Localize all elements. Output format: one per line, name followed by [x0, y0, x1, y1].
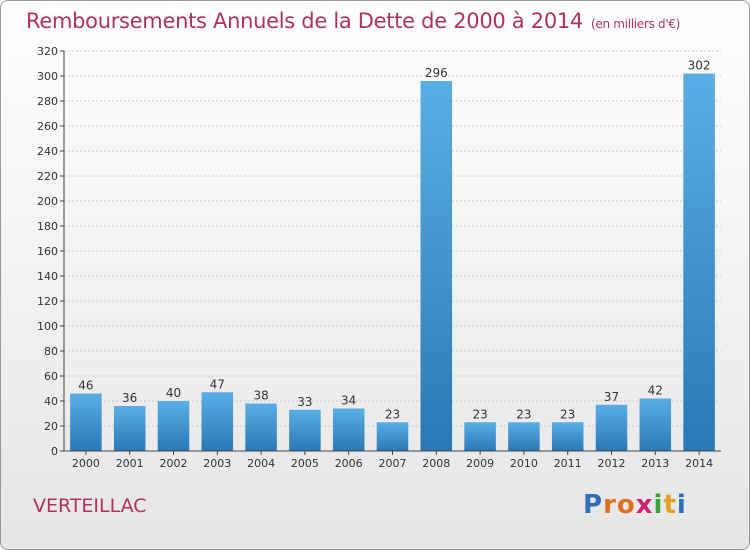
y-tick-label: 0 [51, 445, 58, 458]
x-axis: 2000 2001 2002 2003 2004 2005 2006 2007 2008 2009… [64, 450, 721, 470]
bar-value-label: 23 [516, 407, 531, 421]
bar [551, 422, 584, 451]
bar-value-label: 23 [472, 407, 487, 421]
bar [639, 398, 672, 451]
bar [332, 408, 365, 451]
x-tick-label: 2006 [335, 457, 363, 470]
bar [157, 401, 190, 451]
y-tick-label: 40 [44, 395, 58, 408]
x-tick-label: 2012 [598, 457, 626, 470]
chart-unit: (en milliers d'€) [591, 17, 681, 31]
x-tick-label: 2008 [422, 457, 450, 470]
y-tick-label: 240 [37, 145, 58, 158]
bars: 46 36 40 47 38 33 34 23 296 23 23 23 37 42 302 [70, 59, 715, 451]
bar-value-label: 296 [425, 66, 448, 80]
bar [464, 422, 496, 451]
bar-chart: 0 20 40 60 80 100 120 140 160 180 200 220 240 260 280 3… [37, 45, 721, 470]
logo-letter: P [583, 490, 604, 520]
bar-value-label: 23 [385, 407, 400, 421]
x-tick-label: 2005 [291, 457, 319, 470]
bar [70, 393, 102, 451]
y-tick-label: 20 [44, 420, 58, 433]
bar-value-label: 46 [78, 379, 93, 393]
logo-letter: o [616, 490, 636, 520]
y-tick-label: 320 [37, 45, 58, 58]
bar [289, 409, 321, 451]
chart-title-text: Remboursements Annuels de la Dette de 20… [26, 9, 583, 33]
bar-value-label: 37 [604, 390, 619, 404]
y-tick-label: 280 [37, 95, 58, 108]
x-tick-label: 2013 [641, 457, 669, 470]
bar [376, 422, 409, 451]
bar-value-label: 38 [253, 389, 268, 403]
bar-value-label: 34 [341, 394, 356, 408]
bar-value-label: 302 [688, 59, 711, 73]
logo-letter: i [676, 490, 687, 520]
x-tick-label: 2009 [466, 457, 494, 470]
logo-letter: r [603, 490, 617, 520]
bar [420, 81, 453, 451]
x-tick-label: 2002 [160, 457, 188, 470]
bar-value-label: 47 [210, 377, 225, 391]
x-tick-label: 2011 [554, 457, 582, 470]
y-tick-label: 140 [37, 270, 58, 283]
y-tick-label: 220 [37, 170, 58, 183]
logo-letter: t [663, 490, 677, 520]
bar [595, 404, 628, 451]
bar [245, 403, 277, 451]
x-tick-label: 2014 [685, 457, 713, 470]
chart-title: Remboursements Annuels de la Dette de 20… [26, 9, 680, 33]
y-tick-label: 300 [37, 70, 58, 83]
bar-value-label: 36 [122, 391, 137, 405]
x-tick-label: 2004 [247, 457, 275, 470]
y-axis: 0 20 40 60 80 100 120 140 160 180 200 220 240 260 280 3… [37, 45, 65, 458]
x-tick-label: 2003 [203, 457, 231, 470]
x-tick-label: 2001 [116, 457, 144, 470]
bar [683, 73, 715, 451]
y-tick-label: 120 [37, 295, 58, 308]
y-tick-label: 160 [37, 245, 58, 258]
logo-letter: i [653, 490, 664, 520]
grid-lines [64, 50, 721, 452]
bar-value-label: 23 [560, 407, 575, 421]
bar-value-label: 42 [648, 384, 663, 398]
bar [508, 422, 540, 451]
x-tick-label: 2000 [72, 457, 100, 470]
y-tick-label: 260 [37, 120, 58, 133]
x-tick-label: 2010 [510, 457, 538, 470]
proxiti-logo[interactable]: Proxiti [583, 490, 687, 520]
y-tick-label: 60 [44, 370, 58, 383]
x-tick-label: 2007 [379, 457, 407, 470]
y-tick-label: 80 [44, 345, 58, 358]
y-tick-label: 200 [37, 195, 58, 208]
bar [201, 392, 234, 451]
bar-value-label: 33 [297, 395, 312, 409]
y-tick-label: 100 [37, 320, 58, 333]
bar [113, 406, 146, 451]
bar-value-label: 40 [166, 386, 181, 400]
logo-letter: x [635, 490, 654, 520]
y-tick-label: 180 [37, 220, 58, 233]
commune-name: VERTEILLAC [33, 495, 147, 517]
